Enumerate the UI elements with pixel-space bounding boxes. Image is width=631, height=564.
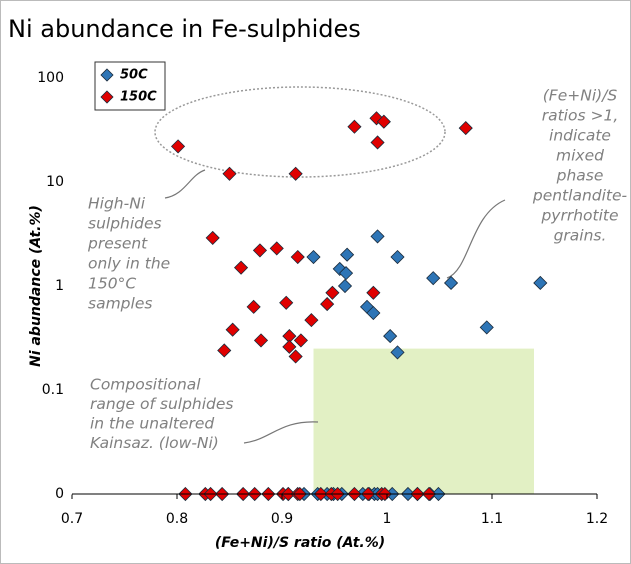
x-axis-label: (Fe+Ni)/S ratio (At.%) (215, 535, 385, 551)
annotation: phase (556, 167, 604, 185)
point (170, 139, 186, 154)
annotation: present (87, 235, 148, 253)
y-tick-label: 10 (46, 174, 64, 190)
point (479, 320, 494, 335)
x-tick-label: 0.7 (61, 511, 83, 527)
point (217, 343, 232, 358)
annotation: (Fe+Ni)/S (543, 87, 618, 105)
point (325, 285, 340, 300)
point (340, 247, 355, 262)
connector (243, 421, 319, 444)
annotation: Kainsaz. (low-Ni) (90, 434, 219, 452)
point (205, 230, 220, 245)
point (288, 166, 303, 181)
annotation: pentlandite- (532, 187, 628, 205)
point (390, 345, 405, 360)
point (370, 135, 385, 150)
x-tick-label: 1 (383, 511, 392, 527)
point (337, 278, 353, 294)
point (347, 119, 362, 134)
legend-marker (100, 68, 114, 82)
connector (446, 199, 506, 279)
annotation: sulphides (88, 215, 162, 233)
point (290, 249, 305, 265)
point (225, 322, 240, 337)
point (246, 299, 261, 314)
point (233, 260, 249, 275)
connector (164, 169, 206, 199)
point (383, 329, 398, 344)
annotation: pyrrhotite (540, 207, 618, 225)
x-tick-label: 0.9 (271, 511, 293, 527)
point (338, 266, 354, 281)
x-tick-label: 1.1 (481, 511, 503, 527)
point (293, 333, 308, 348)
annotation: 150°C (88, 275, 136, 293)
chart-title: Ni abundance in Fe-sulphides (8, 15, 361, 43)
point (282, 339, 297, 354)
legend-label: 50C (120, 68, 148, 83)
legend-label: 150C (120, 90, 157, 105)
y-tick-label: 0 (55, 486, 64, 502)
annotation: Compositional (90, 376, 201, 394)
annotation: ratios >1, (542, 107, 619, 125)
point (366, 305, 381, 321)
x-tick-label: 0.8 (166, 511, 188, 527)
point (458, 121, 473, 136)
annotation: in the unaltered (90, 415, 214, 433)
annotation: samples (88, 295, 152, 313)
point (253, 333, 269, 348)
point (366, 285, 381, 300)
point (304, 313, 319, 328)
point (376, 114, 391, 129)
point (269, 241, 284, 256)
y-axis-label: Ni abundance (At.%) (28, 205, 44, 367)
point (426, 271, 441, 286)
annotation: mixed (556, 147, 604, 165)
highlight-ellipse (154, 86, 446, 178)
y-tick-label: 100 (37, 70, 64, 86)
x-tick-label: 1.2 (586, 511, 608, 527)
point (443, 275, 459, 291)
annotation: range of sulphides (90, 395, 234, 413)
point (390, 249, 405, 265)
shaded-region (313, 348, 534, 494)
y-tick-label: 1 (55, 278, 64, 294)
point (279, 295, 294, 310)
point (222, 166, 237, 181)
point (252, 243, 268, 258)
annotation: grains. (554, 227, 607, 245)
point (306, 249, 321, 265)
annotation: High-Ni (88, 195, 146, 213)
point (533, 275, 548, 291)
y-tick-label: 0.1 (42, 382, 64, 398)
point (370, 229, 385, 244)
annotation: indicate (549, 127, 611, 145)
point (288, 349, 303, 364)
point (320, 297, 335, 312)
annotation: only in the (88, 255, 170, 273)
legend-marker (100, 90, 114, 104)
